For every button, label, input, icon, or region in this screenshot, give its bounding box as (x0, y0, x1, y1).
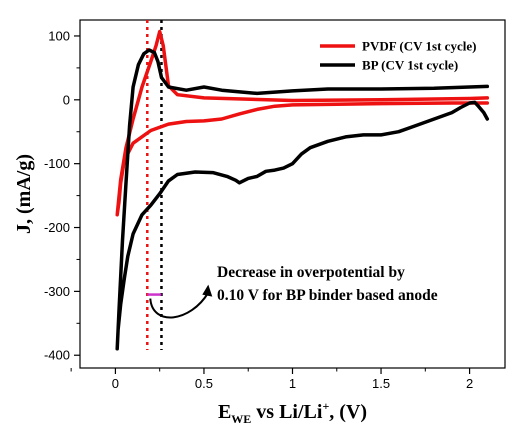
x-tick-label: 1.5 (372, 376, 390, 391)
y-tick-label: 100 (48, 28, 70, 43)
annotation-arrowhead (202, 284, 213, 297)
y-tick-label: -100 (44, 156, 70, 171)
x-axis-title-rest: vs Li/Li (251, 401, 323, 423)
curves (115, 29, 490, 351)
x-tick-label: 0 (112, 376, 119, 391)
x-axis-title-sub: WE (231, 412, 251, 426)
y-tick-label: -400 (44, 348, 70, 363)
annotation-layer: Decrease in overpotential by 0.10 V for … (149, 264, 438, 319)
series-line (115, 29, 490, 217)
x-axis-title-sup: + (322, 399, 329, 413)
legend: PVDF (CV 1st cycle) BP (CV 1st cycle) (320, 39, 476, 73)
legend-label-pvdf: PVDF (CV 1st cycle) (362, 39, 476, 54)
plot-layer: 0 0.5 1 1.5 2 -400 -300 -200 -100 0 100 (44, 19, 506, 391)
annotation-arrow (149, 292, 210, 319)
legend-label-bp: BP (CV 1st cycle) (362, 58, 458, 73)
annotation-text-line1: Decrease in overpotential by (217, 264, 405, 281)
y-tick-label: -300 (44, 284, 70, 299)
y-tick-label: 0 (63, 92, 70, 107)
x-tick-label: 2 (466, 376, 473, 391)
x-tick-label: 1 (289, 376, 296, 391)
x-axis-title-main: E (218, 401, 231, 423)
y-axis-title: J, (mA/g) (13, 154, 35, 234)
annotation-text-line2: 0.10 V for BP binder based anode (217, 287, 438, 304)
series-line (115, 48, 490, 351)
x-axis-title-end: , (V) (329, 401, 367, 423)
y-tick-label: -200 (44, 220, 70, 235)
x-tick-label: 0.5 (195, 376, 213, 391)
x-axis-title: EWE vs Li/Li+, (V) (218, 399, 367, 426)
